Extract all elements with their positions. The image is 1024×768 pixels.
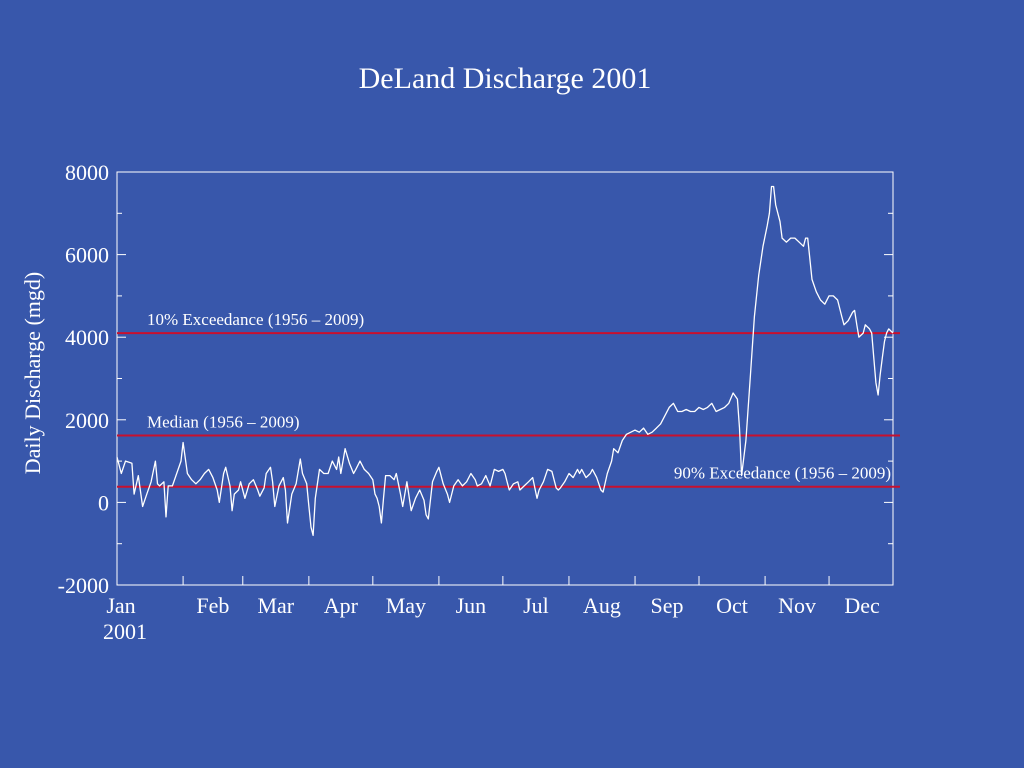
y-tick-label: 6000: [65, 243, 109, 268]
reference-line-label: 90% Exceedance (1956 – 2009): [674, 464, 891, 483]
y-tick-label: 2000: [65, 408, 109, 433]
y-tick-label: 0: [98, 490, 109, 515]
y-tick-label: 8000: [65, 160, 109, 185]
x-tick-label: Jun: [456, 593, 487, 618]
x-tick-label: Nov: [778, 593, 816, 618]
x-tick-label: Jan: [106, 593, 135, 618]
x-tick-label: Mar: [257, 593, 294, 618]
reference-line-label: Median (1956 – 2009): [147, 412, 300, 431]
x-tick-label: Oct: [716, 593, 748, 618]
discharge-series-line: [116, 185, 894, 537]
x-year-label: 2001: [103, 619, 147, 644]
x-tick-label: May: [386, 593, 426, 618]
x-tick-label: Feb: [196, 593, 229, 618]
x-tick-label: Dec: [844, 593, 880, 618]
reference-line-label: 10% Exceedance (1956 – 2009): [147, 310, 364, 329]
x-tick-label: Sep: [651, 593, 684, 618]
x-tick-label: Jul: [523, 593, 549, 618]
y-axis-label: Daily Discharge (mgd): [20, 272, 45, 474]
y-tick-label: 4000: [65, 325, 109, 350]
x-tick-label: Aug: [583, 593, 621, 618]
x-tick-label: Apr: [324, 593, 359, 618]
plot-frame: [116, 171, 894, 586]
y-tick-label: -2000: [58, 573, 109, 598]
chart-title: DeLand Discharge 2001: [359, 62, 652, 95]
